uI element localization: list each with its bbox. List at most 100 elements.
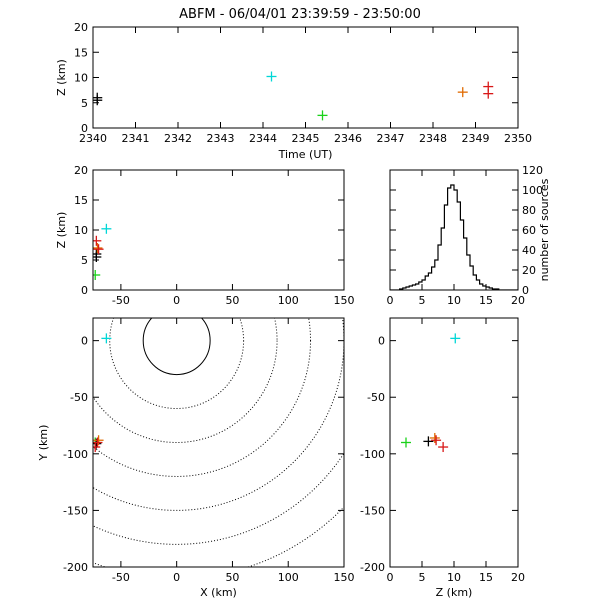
x-tick-label: 100 [278, 294, 299, 307]
x-tick-label: -50 [112, 571, 130, 584]
y-tick-label: 5 [81, 97, 88, 110]
x-tick-label: 2348 [419, 132, 447, 145]
range-ring [93, 318, 344, 511]
source-point-black [93, 92, 103, 103]
source-point-cyan [101, 223, 112, 234]
x-tick-label: 20 [511, 571, 525, 584]
height_y-data [401, 333, 461, 453]
y-tick-label: 0 [81, 335, 88, 348]
panels: 2340 2341 2342 2343 2344 2345 2346 2347 2348 2349… [37, 21, 552, 599]
source-point-green [317, 110, 328, 121]
time_height-ylabel: Z (km) [55, 59, 68, 96]
y-tick-label: -150 [63, 504, 88, 517]
y-tick-label: 20 [74, 21, 88, 34]
source-point-orange [93, 435, 104, 446]
x-tick-label: 2350 [504, 132, 532, 145]
y-tick-label: 20 [74, 164, 88, 177]
plan_view-frame [92, 317, 345, 568]
source-point-cyan [266, 71, 277, 82]
y-tick-label: -50 [70, 391, 88, 404]
range-ring [93, 318, 278, 443]
x-tick-label: 2347 [377, 132, 405, 145]
time_height-xlabel: Time (UT) [278, 148, 333, 161]
y-tick-label: 10 [74, 72, 88, 85]
x-tick-label: 10 [447, 294, 461, 307]
y-tick-label: 0 [81, 122, 88, 135]
source-point-orange [429, 432, 440, 443]
histogram-step-line [390, 184, 518, 290]
x-tick-label: 50 [225, 571, 239, 584]
y-tick-label: 100 [522, 184, 543, 197]
source-point-red [93, 244, 104, 255]
y-tick-label: 40 [522, 244, 536, 257]
source-point-orange [93, 243, 103, 253]
x-tick-label: 50 [225, 294, 239, 307]
source-point-green [401, 437, 411, 448]
y-tick-label: 60 [522, 224, 536, 237]
y-tick-label: 80 [522, 204, 536, 217]
source-point-orange [457, 87, 468, 98]
source-point-black [423, 436, 434, 447]
x-tick-label: 20 [511, 294, 525, 307]
panel-plan_view: -50 0 50 100 150 0 -50 -100 -150 -200 X (km) Y (km) [37, 317, 355, 599]
x-tick-label: 0 [173, 571, 180, 584]
x-tick-label: 2342 [164, 132, 192, 145]
y-tick-label: 20 [522, 264, 536, 277]
range-ring [109, 318, 245, 410]
panel-time_height: 2340 2341 2342 2343 2344 2345 2346 2347 2348 2349… [55, 21, 532, 161]
x-tick-label: 2341 [122, 132, 150, 145]
x-tick-label: 100 [278, 571, 299, 584]
x-tick-label: 2345 [292, 132, 320, 145]
y-tick-label: 0 [378, 335, 385, 348]
y-tick-label: -100 [63, 448, 88, 461]
x-tick-label: 15 [479, 571, 493, 584]
y-tick-label: 0 [522, 284, 529, 297]
source-point-red [93, 437, 103, 448]
y-tick-label: 120 [522, 164, 543, 177]
y-tick-label: 10 [74, 224, 88, 237]
x_height-ylabel: Z (km) [55, 212, 68, 249]
x-tick-label: 0 [387, 571, 394, 584]
x-tick-label: 150 [334, 294, 355, 307]
source-point-green [93, 270, 101, 280]
panel-height_y: 0 5 10 15 20 0 -50 -100 -150 -200 Z (km) [360, 317, 525, 599]
height_histogram-ylabel: number of sources [538, 178, 551, 281]
plan_view-data [93, 318, 344, 567]
x-tick-label: 2340 [79, 132, 107, 145]
y-tick-label: 0 [81, 284, 88, 297]
x-tick-label: 15 [479, 294, 493, 307]
source-point-cyan [450, 333, 461, 344]
x-tick-label: 2343 [207, 132, 235, 145]
plan_view-xlabel: X (km) [200, 586, 237, 599]
x-tick-label: 2346 [334, 132, 362, 145]
source-point-red [431, 435, 442, 446]
x-tick-label: 0 [173, 294, 180, 307]
x-tick-label: 2344 [249, 132, 277, 145]
y-tick-label: 15 [74, 194, 88, 207]
y-tick-label: 15 [74, 46, 88, 59]
plan_view-ylabel: Y (km) [37, 425, 50, 462]
figure-title: ABFM - 06/04/01 23:39:59 - 23:50:00 [179, 7, 421, 22]
y-tick-label: 5 [81, 254, 88, 267]
x-tick-label: 0 [387, 294, 394, 307]
range-ring [142, 318, 211, 376]
height_y-xlabel: Z (km) [436, 586, 473, 599]
x-tick-label: 2349 [462, 132, 490, 145]
y-tick-label: -200 [63, 561, 88, 574]
source-point-cyan [101, 333, 112, 344]
x_height-data [93, 223, 112, 280]
source-point-red [483, 81, 494, 92]
source-point-red [438, 442, 449, 453]
x-tick-label: 5 [419, 294, 426, 307]
range-ring [93, 318, 311, 477]
y-tick-label: -200 [360, 561, 385, 574]
source-point-red [93, 442, 101, 453]
y-tick-label: -50 [367, 391, 385, 404]
height_histogram-data [390, 184, 518, 290]
x-tick-label: 150 [334, 571, 355, 584]
x-tick-label: 10 [447, 571, 461, 584]
panel-x_height: -50 0 50 100 150 0 5 10 15 20 Z (km) [55, 164, 355, 307]
